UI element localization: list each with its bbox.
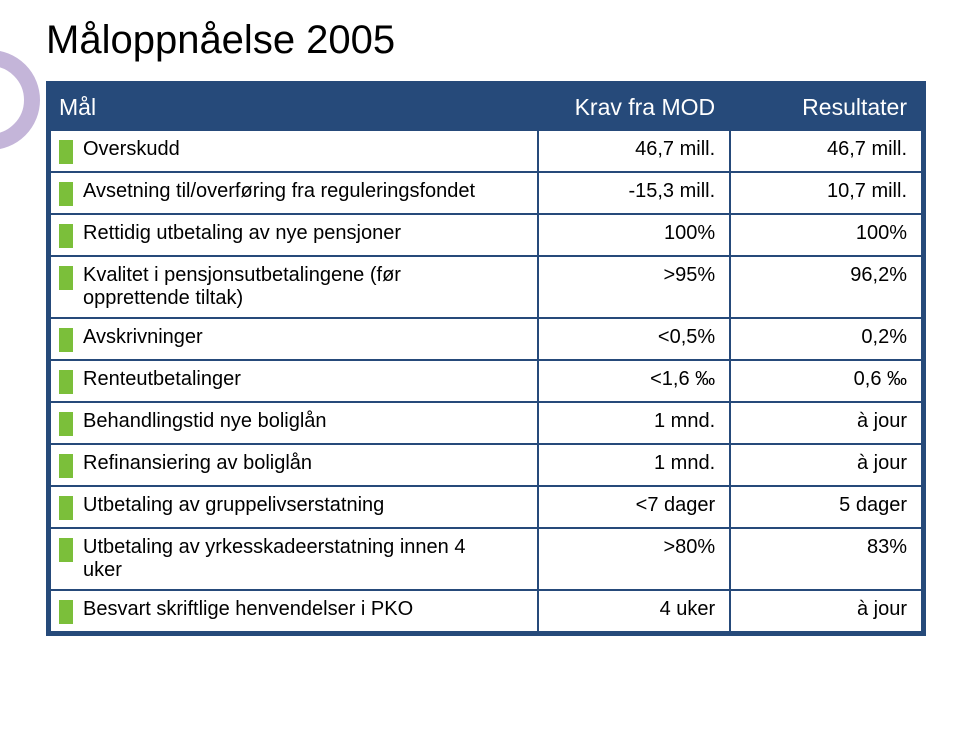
row-requirement: >80% <box>538 528 730 590</box>
table-row: Utbetaling av gruppelivserstatning <7 da… <box>50 486 922 528</box>
table-row: Avskrivninger <0,5% 0,2% <box>50 318 922 360</box>
row-label: Overskudd <box>83 138 180 161</box>
row-label: Rettidig utbetaling av nye pensjoner <box>83 222 401 245</box>
row-result: 83% <box>730 528 922 590</box>
row-label: Avskrivninger <box>83 326 203 349</box>
row-label: Utbetaling av yrkesskadeerstatning innen… <box>83 536 503 582</box>
row-requirement: <7 dager <box>538 486 730 528</box>
row-label: Kvalitet i pensjonsutbetalingene (før op… <box>83 264 503 310</box>
row-label: Refinansiering av boliglån <box>83 452 312 475</box>
status-marker <box>59 370 73 394</box>
table-row: Besvart skriftlige henvendelser i PKO 4 … <box>50 590 922 632</box>
goals-table: Mål Krav fra MOD Resultater Overskudd 46… <box>49 84 923 633</box>
row-result: 46,7 mill. <box>730 130 922 172</box>
status-marker <box>59 454 73 478</box>
row-result: 0,2% <box>730 318 922 360</box>
table-row: Rettidig utbetaling av nye pensjoner 100… <box>50 214 922 256</box>
status-marker <box>59 140 73 164</box>
decorative-ring <box>0 50 40 150</box>
row-requirement: 100% <box>538 214 730 256</box>
slide-content: Måloppnåelse 2005 Mål Krav fra MOD Resul… <box>40 18 930 636</box>
row-result: 96,2% <box>730 256 922 318</box>
table-row: Renteutbetalinger <1,6 ‰ 0,6 ‰ <box>50 360 922 402</box>
page-title: Måloppnåelse 2005 <box>46 18 930 63</box>
table-row: Overskudd 46,7 mill. 46,7 mill. <box>50 130 922 172</box>
row-result: à jour <box>730 444 922 486</box>
row-result: à jour <box>730 402 922 444</box>
table-header-row: Mål Krav fra MOD Resultater <box>50 85 922 130</box>
col-header-goal: Mål <box>50 85 538 130</box>
row-requirement: 4 uker <box>538 590 730 632</box>
status-marker <box>59 328 73 352</box>
status-marker <box>59 182 73 206</box>
table-row: Kvalitet i pensjonsutbetalingene (før op… <box>50 256 922 318</box>
row-requirement: <0,5% <box>538 318 730 360</box>
row-result: 5 dager <box>730 486 922 528</box>
status-marker <box>59 538 73 562</box>
row-requirement: <1,6 ‰ <box>538 360 730 402</box>
status-marker <box>59 600 73 624</box>
status-marker <box>59 412 73 436</box>
col-header-requirement: Krav fra MOD <box>538 85 730 130</box>
table-row: Utbetaling av yrkesskadeerstatning innen… <box>50 528 922 590</box>
row-label: Behandlingstid nye boliglån <box>83 410 327 433</box>
row-result: 0,6 ‰ <box>730 360 922 402</box>
table-row: Avsetning til/overføring fra regulerings… <box>50 172 922 214</box>
row-label: Renteutbetalinger <box>83 368 241 391</box>
goals-table-container: Mål Krav fra MOD Resultater Overskudd 46… <box>46 81 926 636</box>
row-label: Utbetaling av gruppelivserstatning <box>83 494 384 517</box>
status-marker <box>59 266 73 290</box>
table-row: Refinansiering av boliglån 1 mnd. à jour <box>50 444 922 486</box>
status-marker <box>59 496 73 520</box>
row-label: Avsetning til/overføring fra regulerings… <box>83 180 475 203</box>
status-marker <box>59 224 73 248</box>
table-row: Behandlingstid nye boliglån 1 mnd. à jou… <box>50 402 922 444</box>
row-requirement: 1 mnd. <box>538 402 730 444</box>
row-result: 100% <box>730 214 922 256</box>
row-requirement: 46,7 mill. <box>538 130 730 172</box>
row-result: 10,7 mill. <box>730 172 922 214</box>
col-header-result: Resultater <box>730 85 922 130</box>
row-requirement: 1 mnd. <box>538 444 730 486</box>
row-requirement: -15,3 mill. <box>538 172 730 214</box>
row-requirement: >95% <box>538 256 730 318</box>
row-label: Besvart skriftlige henvendelser i PKO <box>83 598 413 621</box>
row-result: à jour <box>730 590 922 632</box>
